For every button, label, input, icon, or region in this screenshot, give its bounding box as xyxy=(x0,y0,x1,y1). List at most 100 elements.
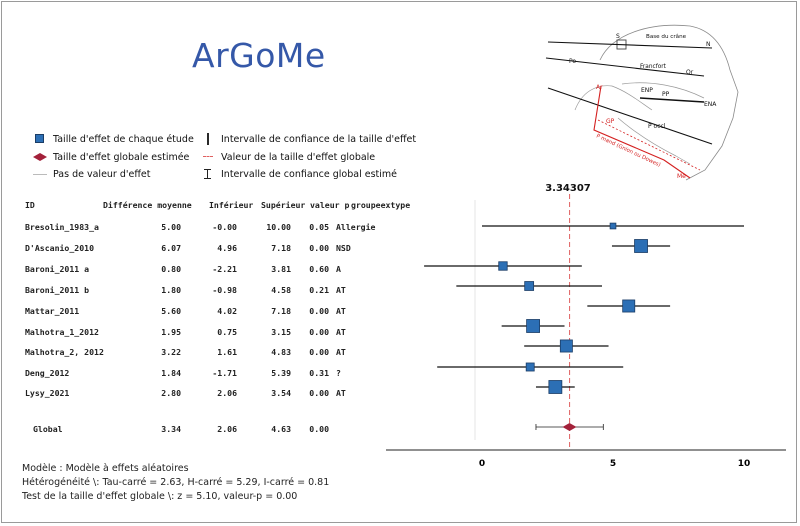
study-effect-marker xyxy=(634,239,648,253)
legend-global-value-line-label: Valeur de la taille d'effet globale xyxy=(221,151,376,163)
header-id: ID xyxy=(25,200,35,210)
cell-group: AT xyxy=(336,388,346,398)
x-tick-label: 10 xyxy=(738,459,751,469)
study-effect-marker xyxy=(548,380,563,394)
ceph-label-ena: ENA xyxy=(704,101,717,108)
legend-no-effect: Pas de valeur d'effet xyxy=(32,168,150,180)
ci-bar-icon xyxy=(200,133,216,145)
cell-diff: 2.80 xyxy=(161,388,181,398)
cell-lower: 1.61 xyxy=(217,347,237,357)
cell-upper: 7.18 xyxy=(271,243,291,253)
dashed-line-icon xyxy=(200,151,216,163)
cell-p: 0.00 xyxy=(309,243,329,253)
cell-upper: 4.63 xyxy=(271,424,291,434)
legend-global-ci-label: Intervalle de confiance global estimé xyxy=(221,168,398,180)
header-group: groupeextype xyxy=(351,200,411,210)
cell-diff: 1.95 xyxy=(161,327,181,337)
cell-upper: 10.00 xyxy=(266,222,291,232)
legend-study-effect-label: Taille d'effet de chaque étude xyxy=(53,133,194,145)
cell-upper: 4.58 xyxy=(271,285,291,295)
ceph-label-pmand: P mand (Gnion ou Dowes) xyxy=(595,133,661,168)
x-tick-label: 0 xyxy=(479,459,485,469)
cell-upper: 7.18 xyxy=(271,306,291,316)
cell-lower: 2.06 xyxy=(217,388,237,398)
study-effect-marker xyxy=(609,222,617,230)
cephalogram-drawing: S Base du crâne N Po Francfort Or ENP PP… xyxy=(545,24,739,181)
ceph-label-or: Or xyxy=(686,69,694,76)
cell-p: 0.00 xyxy=(309,347,329,357)
cell-lower: -0.00 xyxy=(212,222,237,232)
cell-group: AT xyxy=(336,327,346,337)
cell-diff: 3.22 xyxy=(161,347,181,357)
ceph-label-s: S xyxy=(616,33,620,40)
footer-test: Test de la taille d'effet globale \: z =… xyxy=(22,491,298,502)
cell-group: ? xyxy=(336,368,341,378)
legend-study-effect: Taille d'effet de chaque étude xyxy=(32,133,194,145)
cell-diff: 6.07 xyxy=(161,243,181,253)
cell-lower: 0.75 xyxy=(217,327,237,337)
cell-id: Baroni_2011 a xyxy=(25,264,90,274)
cell-id: Baroni_2011 b xyxy=(25,285,90,295)
cell-lower: -2.21 xyxy=(212,264,237,274)
legend-ci-effect-label: Intervalle de confiance de la taille d'e… xyxy=(221,133,417,145)
study-effect-marker xyxy=(526,319,540,333)
ceph-label-base: Base du crâne xyxy=(646,33,687,40)
cell-upper: 3.15 xyxy=(271,327,291,337)
cell-p: 0.00 xyxy=(309,388,329,398)
cell-id: D'Ascanio_2010 xyxy=(25,243,95,253)
ceph-label-gp: GP xyxy=(606,118,615,125)
legend-ci-effect: Intervalle de confiance de la taille d'e… xyxy=(200,133,416,145)
footer-heterogeneity: Hétérogénéité \: Tau-carré = 2.63, H-car… xyxy=(22,477,330,488)
header-upper: Supérieur xyxy=(261,200,306,210)
cell-upper: 3.81 xyxy=(271,264,291,274)
cell-id: Global xyxy=(33,424,63,434)
study-effect-marker xyxy=(498,261,508,271)
cell-id: Malhotra_2, 2012 xyxy=(25,347,104,357)
header-lower: Inférieur xyxy=(209,200,254,210)
study-effect-marker xyxy=(525,362,535,372)
legend-global-effect-label: Taille d'effet globale estimée xyxy=(53,151,190,163)
x-tick-label: 5 xyxy=(610,459,616,469)
cell-id: Malhotra_1_2012 xyxy=(25,327,99,337)
cell-diff: 1.80 xyxy=(161,285,181,295)
cell-id: Lysy_2021 xyxy=(25,388,70,398)
ceph-label-pp: PP xyxy=(662,91,670,98)
cell-group: A xyxy=(336,264,341,274)
cell-upper: 5.39 xyxy=(271,368,291,378)
figure-title: ArGoMe xyxy=(192,36,326,75)
cell-p: 0.21 xyxy=(309,285,329,295)
cell-group: NSD xyxy=(336,243,351,253)
cell-group: AT xyxy=(336,306,346,316)
cell-upper: 4.83 xyxy=(271,347,291,357)
ceph-label-pocc: P occl xyxy=(648,123,666,130)
cell-p: 0.05 xyxy=(309,222,329,232)
cell-diff: 0.80 xyxy=(161,264,181,274)
cell-diff: 1.84 xyxy=(161,368,181,378)
cell-diff: 5.60 xyxy=(161,306,181,316)
footer-model: Modèle : Modèle à effets aléatoires xyxy=(22,463,189,474)
legend-global-value-line: Valeur de la taille d'effet globale xyxy=(200,151,375,163)
study-effect-marker xyxy=(622,299,636,313)
study-effect-marker xyxy=(524,281,535,291)
global-value-label: 3.34307 xyxy=(545,183,591,194)
cell-lower: 4.96 xyxy=(217,243,237,253)
no-effect-line-icon xyxy=(32,168,48,180)
legend-no-effect-label: Pas de valeur d'effet xyxy=(53,168,151,180)
cell-p: 0.00 xyxy=(309,424,329,434)
global-diamond-icon xyxy=(32,151,48,163)
study-effect-marker xyxy=(559,339,573,353)
cell-diff: 5.00 xyxy=(161,222,181,232)
cell-p: 0.00 xyxy=(309,327,329,337)
ceph-label-enp: ENP xyxy=(641,87,653,94)
cell-id: Deng_2012 xyxy=(25,368,70,378)
cell-id: Bresolin_1983_a xyxy=(25,222,99,232)
legend-global-ci: Intervalle de confiance global estimé xyxy=(200,168,397,180)
header-diff: Différence moyenne xyxy=(103,200,192,210)
cell-id: Mattar_2011 xyxy=(25,306,80,316)
cell-group: AT xyxy=(336,285,346,295)
cell-lower: 2.06 xyxy=(217,424,237,434)
ceph-label-po: Po xyxy=(569,58,576,65)
